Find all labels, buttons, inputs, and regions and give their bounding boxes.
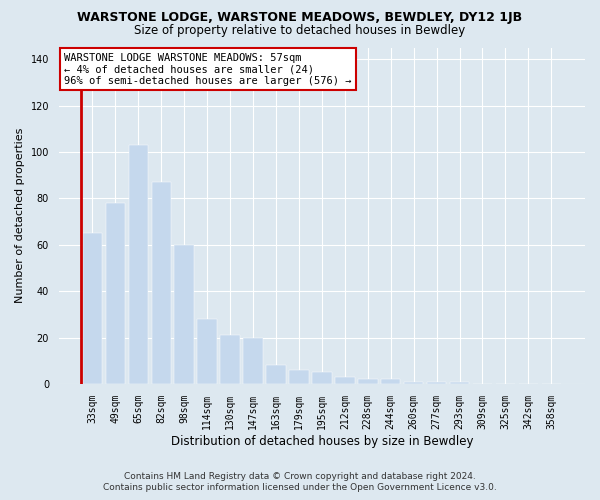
Bar bbox=[358, 380, 377, 384]
Bar bbox=[335, 377, 355, 384]
Y-axis label: Number of detached properties: Number of detached properties bbox=[15, 128, 25, 304]
Bar bbox=[128, 145, 148, 384]
Bar bbox=[106, 203, 125, 384]
Bar bbox=[220, 335, 240, 384]
Text: Contains HM Land Registry data © Crown copyright and database right 2024.: Contains HM Land Registry data © Crown c… bbox=[124, 472, 476, 481]
Bar bbox=[244, 338, 263, 384]
Bar bbox=[197, 319, 217, 384]
Bar bbox=[427, 382, 446, 384]
X-axis label: Distribution of detached houses by size in Bewdley: Distribution of detached houses by size … bbox=[170, 434, 473, 448]
Bar bbox=[152, 182, 171, 384]
Text: WARSTONE LODGE, WARSTONE MEADOWS, BEWDLEY, DY12 1JB: WARSTONE LODGE, WARSTONE MEADOWS, BEWDLE… bbox=[77, 12, 523, 24]
Bar bbox=[175, 244, 194, 384]
Bar bbox=[450, 382, 469, 384]
Bar bbox=[266, 366, 286, 384]
Bar bbox=[289, 370, 308, 384]
Bar bbox=[404, 382, 424, 384]
Text: WARSTONE LODGE WARSTONE MEADOWS: 57sqm
← 4% of detached houses are smaller (24)
: WARSTONE LODGE WARSTONE MEADOWS: 57sqm ←… bbox=[64, 52, 352, 86]
Text: Contains public sector information licensed under the Open Government Licence v3: Contains public sector information licen… bbox=[103, 484, 497, 492]
Text: Size of property relative to detached houses in Bewdley: Size of property relative to detached ho… bbox=[134, 24, 466, 37]
Bar bbox=[312, 372, 332, 384]
Bar bbox=[83, 233, 102, 384]
Bar bbox=[381, 380, 400, 384]
